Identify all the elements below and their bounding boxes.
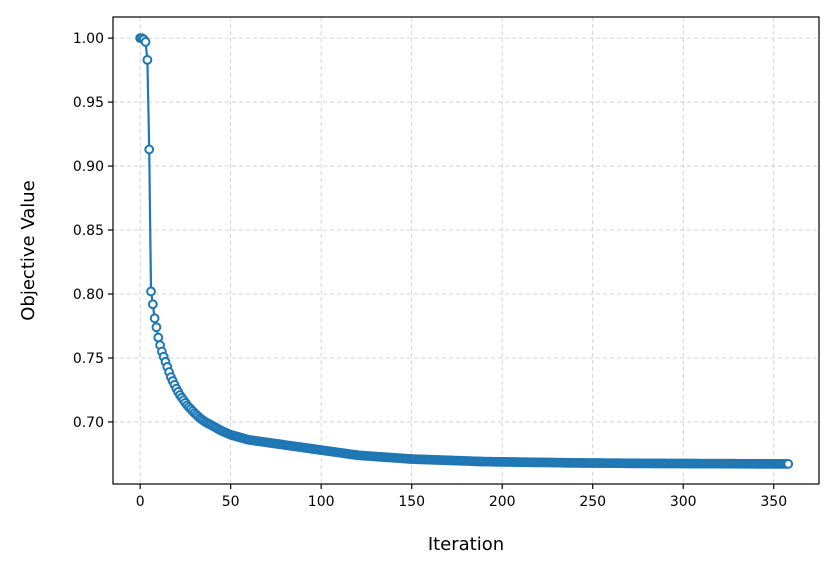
- y-axis-label: Objective Value: [18, 180, 39, 321]
- x-tick-label: 200: [489, 494, 516, 510]
- x-tick-label: 300: [670, 494, 697, 510]
- data-point: [783, 459, 794, 469]
- x-tick-label: 250: [579, 494, 606, 510]
- y-tick-label: 0.75: [73, 351, 104, 367]
- x-tick-label: 150: [398, 494, 425, 510]
- y-tick-label: 0.85: [73, 223, 104, 239]
- data-point: [142, 54, 153, 65]
- data-point: [153, 332, 164, 343]
- x-tick-label: 100: [308, 494, 335, 510]
- x-axis-label: Iteration: [428, 534, 504, 555]
- x-tick-label: 50: [222, 494, 240, 510]
- x-tick-label: 350: [760, 494, 787, 510]
- data-point: [140, 37, 151, 47]
- data-point: [151, 322, 162, 333]
- x-tick-label: 0: [136, 494, 145, 510]
- axis-ticks: 0 50 100 150 200 250 300 350 0.70 0.75 0.80 0.85 0.9…: [73, 31, 787, 510]
- data-point: [149, 313, 160, 324]
- y-tick-label: 1.00: [73, 31, 104, 47]
- data-point: [144, 144, 155, 155]
- grid: [113, 17, 819, 484]
- data-point: [146, 286, 156, 297]
- y-tick-label: 0.70: [73, 415, 104, 431]
- series-layer: [135, 33, 794, 469]
- data-point: [147, 299, 158, 310]
- plot-frame: [112, 16, 820, 485]
- y-tick-label: 0.95: [73, 95, 104, 111]
- y-tick-label: 0.80: [73, 287, 104, 303]
- y-tick-label: 0.90: [73, 159, 104, 175]
